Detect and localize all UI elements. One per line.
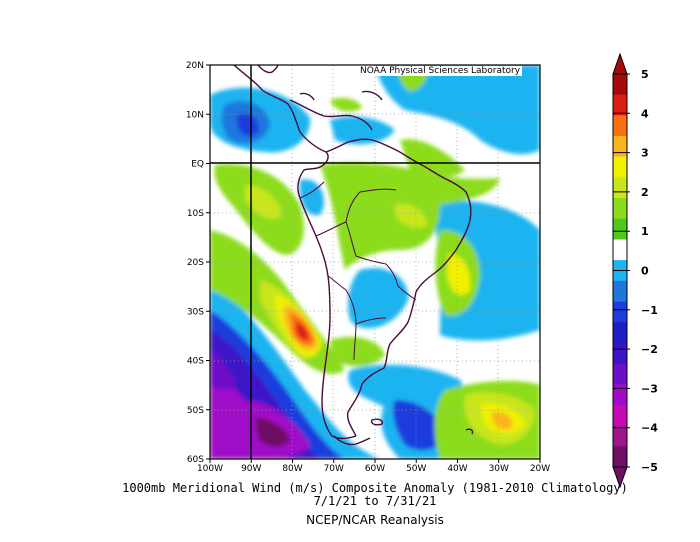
- colorbar-label: 3: [641, 147, 649, 160]
- lon-tick-label: 70W: [324, 464, 344, 474]
- lon-tick-label: 20W: [530, 464, 550, 474]
- colorbar-label: 0: [641, 265, 649, 278]
- lon-tick-label: 60W: [365, 464, 385, 474]
- colorbar-swatch: [613, 301, 627, 323]
- colorbar-label: −2: [641, 343, 658, 356]
- colorbar-label: −4: [641, 422, 658, 435]
- colorbar-swatch: [613, 446, 627, 468]
- colorbar-swatch: [613, 156, 627, 178]
- lat-tick-label: EQ: [191, 160, 204, 170]
- colorbar-swatch: [613, 342, 627, 365]
- colorbar-swatch: [613, 198, 627, 220]
- lat-tick-label: 30S: [187, 307, 204, 317]
- colorbar-swatch: [613, 218, 627, 240]
- lon-tick-label: 100W: [197, 464, 223, 474]
- lon-tick-label: 50W: [406, 464, 426, 474]
- caption-dataset: NCEP/NCAR Reanalysis: [306, 513, 444, 527]
- latitude-axis: 20N 10N EQ 10S 20S 30S 40S 50S 60S: [186, 61, 210, 465]
- lat-tick-label: 60S: [187, 455, 204, 465]
- colorbar-label: 2: [641, 186, 649, 199]
- reference-lines: [210, 65, 540, 459]
- colorbar-swatch: [613, 384, 627, 406]
- colorbar-swatch: [613, 94, 627, 116]
- colorbar-label: 4: [641, 107, 649, 120]
- colorbar-swatch: [613, 74, 627, 96]
- colorbar-label: 1: [641, 225, 649, 238]
- lat-tick-label: 10S: [187, 209, 204, 219]
- lon-tick-label: 30W: [489, 464, 509, 474]
- colorbar-swatch: [613, 363, 627, 385]
- caption-dates: 7/1/21 to 7/31/21: [313, 494, 437, 508]
- colorbar-swatch: [613, 115, 627, 137]
- lat-tick-label: 20S: [187, 258, 204, 268]
- colorbar-swatch: [613, 404, 627, 427]
- colorbar-label: −1: [641, 304, 658, 317]
- colorbar-swatch: [613, 425, 627, 447]
- colorbar-swatch: [613, 239, 627, 261]
- colorbar-swatch: [613, 322, 627, 344]
- lon-tick-label: 80W: [282, 464, 302, 474]
- lat-tick-label: 50S: [187, 406, 204, 416]
- colorbar: 5 4 3 2 1 0 −1 −2 −3 −4 −5: [612, 52, 658, 489]
- lon-tick-label: 40W: [447, 464, 467, 474]
- colorbar-label: 5: [641, 68, 649, 81]
- lat-tick-label: 40S: [187, 357, 204, 367]
- colorbar-swatch: [613, 136, 627, 158]
- colorbar-label: −3: [641, 382, 658, 395]
- colorbar-max-arrow: [612, 52, 628, 75]
- anomaly-field: [210, 65, 540, 459]
- colorbar-label: −5: [641, 461, 658, 474]
- caption-title: 1000mb Meridional Wind (m/s) Composite A…: [122, 481, 628, 495]
- longitude-axis: 100W 90W 80W 70W 60W 50W 40W 30W 20W: [197, 459, 550, 474]
- lon-tick-label: 90W: [241, 464, 261, 474]
- lat-tick-label: 20N: [186, 61, 204, 71]
- lat-tick-label: 10N: [186, 110, 204, 120]
- colorbar-swatch: [613, 280, 627, 303]
- country-borders: [299, 181, 417, 361]
- colorbar-swatch: [613, 177, 627, 199]
- credit-label: NOAA Physical Sciences Laboratory: [358, 66, 523, 76]
